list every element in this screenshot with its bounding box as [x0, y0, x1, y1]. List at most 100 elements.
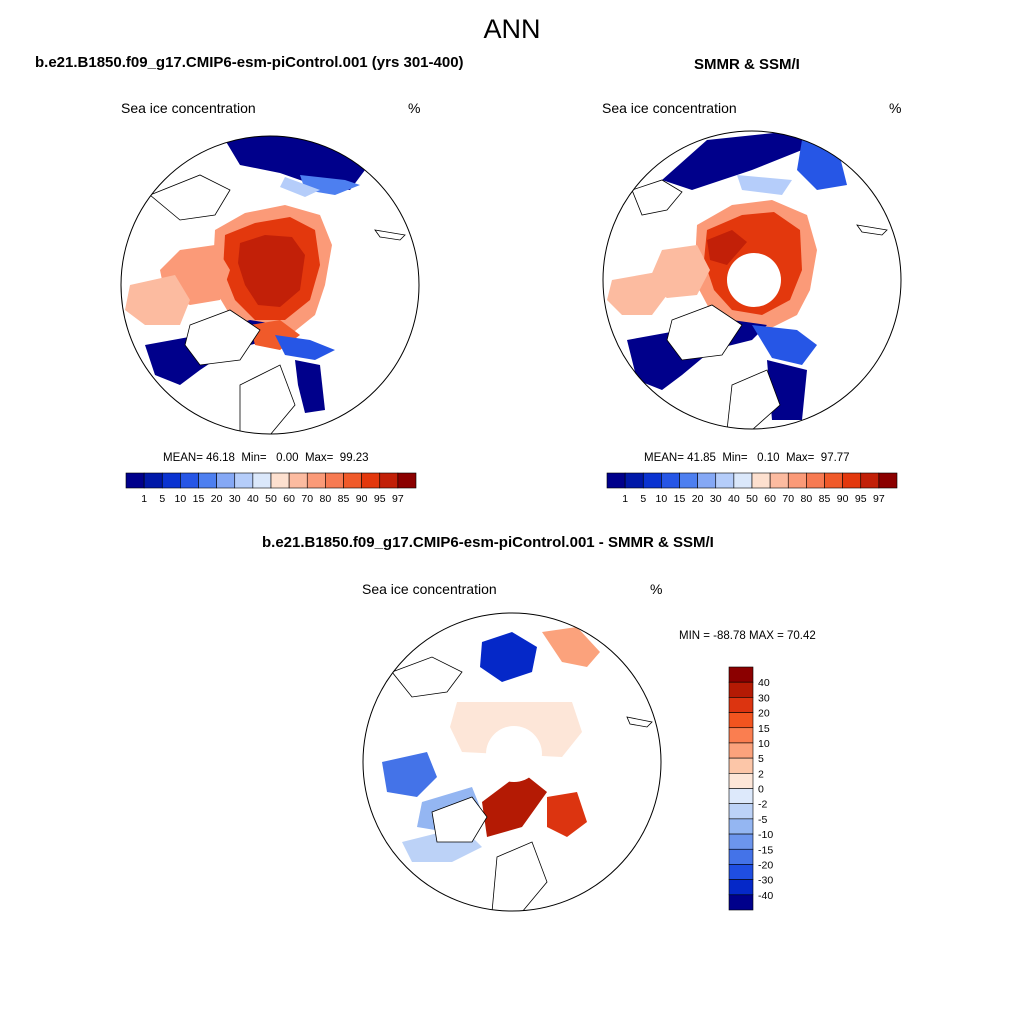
colorbar-swatch-1 [728, 681, 754, 698]
colorbar-tick-label: 15 [674, 493, 686, 505]
colorbar-tick-label: 20 [758, 708, 770, 720]
diff-minmax-text: MIN = -88.78 MAX = 70.42 [679, 630, 816, 642]
colorbar-swatch-15 [878, 472, 898, 489]
colorbar-tick-label: 10 [656, 493, 668, 505]
obs-stats-line: MEAN= 41.85 Min= 0.10 Max= 97.77 [644, 452, 850, 464]
colorbar-swatch-12 [824, 472, 843, 489]
obs-mean-value: 41.85 [687, 452, 716, 464]
colorbar-tick-label: 5 [159, 493, 165, 505]
colorbar-tick-label: 50 [746, 493, 758, 505]
colorbar-tick-label: 30 [710, 493, 722, 505]
obs-units-label: % [889, 100, 902, 116]
model-polar-map [120, 135, 420, 435]
colorbar-tick-label: 80 [801, 493, 813, 505]
colorbar-swatch-7 [733, 472, 753, 489]
model-max-value: 99.23 [339, 452, 369, 464]
colorbar-tick-label: -10 [758, 829, 773, 841]
colorbar-swatch-13 [842, 472, 862, 489]
obs-colorbar: 1 5 10 15 20 30 40 50 60 70 80 85 90 95 97 [606, 472, 898, 505]
model-mean-label: MEAN= [163, 452, 203, 464]
colorbar-swatch-11 [325, 472, 344, 489]
colorbar-swatch-8 [270, 472, 290, 489]
colorbar-swatch-6 [234, 472, 254, 489]
colorbar-swatch-5 [697, 472, 717, 489]
obs-max-label: Max= [785, 452, 815, 464]
colorbar-tick-label: 80 [320, 493, 332, 505]
colorbar-tick-label: 40 [247, 493, 259, 505]
colorbar-swatch-8 [728, 788, 754, 804]
model-field-label: Sea ice concentration [121, 100, 256, 116]
colorbar-swatch-3 [728, 712, 754, 729]
colorbar-swatch-2 [728, 697, 754, 713]
colorbar-swatch-4 [728, 727, 754, 744]
obs-panel-title: SMMR & SSM/I [694, 56, 800, 73]
colorbar-swatch-4 [198, 472, 217, 489]
obs-min-label: Min= [722, 452, 748, 464]
colorbar-swatch-14 [728, 879, 754, 896]
colorbar-tick-label: 40 [728, 493, 740, 505]
colorbar-tick-label: 90 [356, 493, 368, 505]
colorbar-swatch-3 [180, 472, 199, 489]
colorbar-tick-label: 97 [873, 493, 885, 505]
colorbar-swatch-5 [216, 472, 236, 489]
colorbar-swatch-10 [306, 472, 326, 489]
colorbar-tick-label: -5 [758, 814, 767, 826]
model-mean-value: 46.18 [206, 452, 235, 464]
colorbar-tick-label: 10 [175, 493, 187, 505]
colorbar-tick-label: 70 [782, 493, 794, 505]
colorbar-tick-label: 85 [338, 493, 350, 505]
colorbar-tick-label: -15 [758, 844, 773, 856]
colorbar-tick-label: 0 [758, 784, 764, 796]
colorbar-swatch-7 [252, 472, 272, 489]
colorbar-swatch-10 [787, 472, 807, 489]
diff-units-label: % [650, 581, 663, 597]
colorbar-swatch-9 [728, 803, 754, 820]
colorbar-swatch-2 [161, 472, 181, 489]
colorbar-swatch-8 [751, 472, 771, 489]
colorbar-swatch-7 [728, 773, 754, 789]
colorbar-tick-label: 20 [211, 493, 223, 505]
colorbar-tick-label: 30 [229, 493, 241, 505]
obs-mean-label: MEAN= [644, 452, 684, 464]
obs-max-value: 97.77 [820, 452, 850, 464]
colorbar-swatch-3 [661, 472, 680, 489]
colorbar-swatch-9 [769, 472, 789, 489]
colorbar-tick-label: 70 [301, 493, 313, 505]
colorbar-swatch-14 [379, 472, 399, 489]
obs-polar-map [602, 130, 902, 430]
colorbar-tick-label: 15 [758, 723, 770, 735]
colorbar-tick-label: -40 [758, 890, 773, 902]
colorbar-tick-label: 1 [141, 493, 147, 505]
model-panel-title: b.e21.B1850.f09_g17.CMIP6-esm-piControl.… [35, 54, 464, 71]
colorbar-swatch-4 [679, 472, 698, 489]
colorbar-tick-label: 5 [758, 753, 764, 765]
colorbar-tick-label: 97 [392, 493, 404, 505]
colorbar-swatch-5 [728, 742, 754, 759]
model-min-value: 0.00 [276, 452, 299, 464]
colorbar-swatch-1 [143, 472, 163, 489]
colorbar-swatch-14 [860, 472, 880, 489]
diff-polar-map [362, 612, 662, 912]
diff-panel-title: b.e21.B1850.f09_g17.CMIP6-esm-piControl.… [262, 534, 714, 551]
colorbar-swatch-0 [125, 472, 145, 489]
colorbar-tick-label: 50 [265, 493, 277, 505]
colorbar-swatch-2 [642, 472, 662, 489]
colorbar-swatch-13 [361, 472, 381, 489]
model-colorbar: 1 5 10 15 20 30 40 50 60 70 80 85 90 95 97 [125, 472, 417, 505]
model-stats-line: MEAN= 46.18 Min= 0.00 Max= 99.23 [163, 452, 369, 464]
colorbar-swatch-6 [715, 472, 735, 489]
model-max-label: Max= [304, 452, 334, 464]
colorbar-tick-label: 85 [819, 493, 831, 505]
obs-field-label: Sea ice concentration [602, 100, 737, 116]
colorbar-tick-label: 40 [758, 677, 770, 689]
colorbar-swatch-12 [343, 472, 362, 489]
colorbar-tick-label: 95 [374, 493, 386, 505]
colorbar-tick-label: 90 [837, 493, 849, 505]
colorbar-swatch-6 [728, 757, 754, 774]
obs-min-value: 0.10 [757, 452, 780, 464]
colorbar-tick-label: 15 [193, 493, 205, 505]
colorbar-tick-label: 60 [764, 493, 776, 505]
colorbar-swatch-11 [806, 472, 825, 489]
colorbar-swatch-1 [624, 472, 644, 489]
